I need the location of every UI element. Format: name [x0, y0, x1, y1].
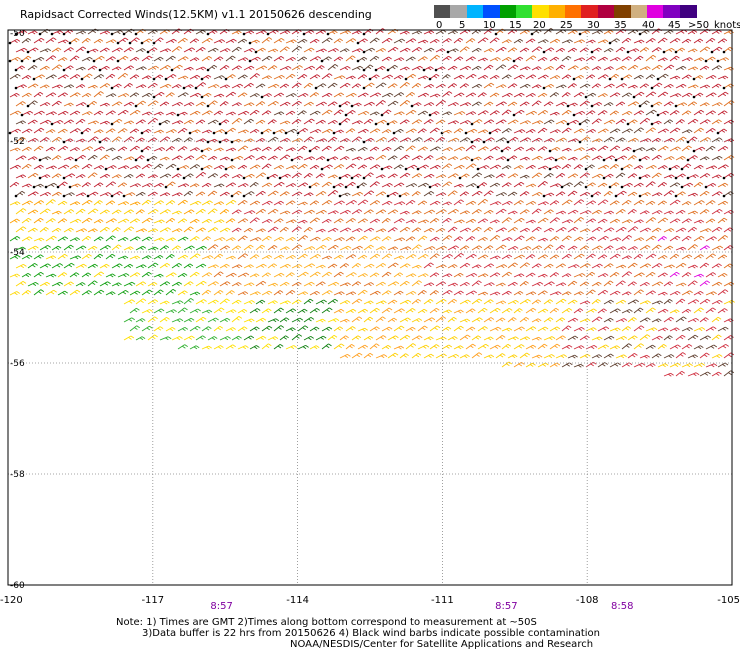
note-line-3: NOAA/NESDIS/Center for Satellite Applica… — [290, 639, 594, 650]
legend-swatch — [597, 5, 615, 18]
legend-swatch — [630, 5, 648, 18]
legend-label: 0 — [436, 20, 443, 31]
longitude-tick-label: -105 — [717, 595, 740, 606]
latitude-tick-label: -52 — [10, 137, 25, 147]
legend-swatch — [483, 5, 501, 18]
time-label: 8:58 — [610, 601, 634, 612]
latitude-tick-labels: -50 -52 -54 -56 -58 -60 — [10, 29, 25, 591]
map-grid — [8, 30, 732, 585]
legend-swatch — [466, 5, 484, 18]
legend-swatch — [515, 5, 533, 18]
note-line-1: Note: 1) Times are GMT 2)Times along bot… — [116, 617, 537, 628]
latitude-tick-label: -54 — [10, 248, 25, 258]
legend-label: 35 — [614, 20, 627, 31]
legend-swatch — [450, 5, 468, 18]
legend-swatch — [565, 5, 582, 18]
legend-label: 10 — [483, 20, 496, 31]
legend-swatch — [499, 5, 517, 18]
legend-swatch — [532, 5, 550, 18]
longitude-tick-label: -120 — [0, 595, 23, 606]
latitude-tick-label: -56 — [10, 359, 25, 369]
time-label: 8:57 — [210, 601, 233, 612]
legend-swatch — [434, 5, 451, 18]
legend-swatch — [548, 5, 566, 18]
note-line-2: 3)Data buffer is 22 hrs from 20150626 4)… — [142, 628, 600, 639]
latitude-tick-label: -58 — [10, 470, 25, 480]
legend-label: 40 — [642, 20, 655, 31]
legend-unit: knots — [714, 20, 740, 31]
wind-speed-legend: 0 5 10 15 20 25 30 35 40 45 >50 knots — [434, 5, 740, 33]
legend-label: >50 — [688, 20, 710, 31]
latitude-tick-label: -50 — [10, 29, 25, 39]
map-frame — [7, 29, 733, 586]
wind-barb-field — [8, 28, 735, 377]
longitude-tick-labels: -120 -117 -114 -111 -108 -105 — [0, 595, 740, 606]
legend-label: 5 — [459, 20, 466, 31]
map-title: Rapidsact Corrected Winds(12.5KM) v1.1 2… — [20, 8, 372, 21]
legend-swatch — [614, 5, 632, 18]
longitude-tick-label: -108 — [576, 595, 599, 606]
legend-label: 15 — [509, 20, 522, 31]
legend-label: 45 — [668, 20, 681, 31]
latitude-tick-label: -60 — [10, 581, 25, 591]
legend-swatch — [581, 5, 599, 18]
legend-swatch — [663, 5, 681, 18]
legend-label: 20 — [533, 20, 546, 31]
longitude-tick-label: -111 — [431, 595, 454, 606]
longitude-tick-label: -114 — [286, 595, 309, 606]
time-label: 8:57 — [495, 601, 518, 612]
legend-swatch — [646, 5, 664, 18]
longitude-tick-label: -117 — [141, 595, 164, 606]
legend-label: 25 — [560, 20, 573, 31]
legend-label: 30 — [587, 20, 600, 31]
legend-swatch — [679, 5, 697, 18]
